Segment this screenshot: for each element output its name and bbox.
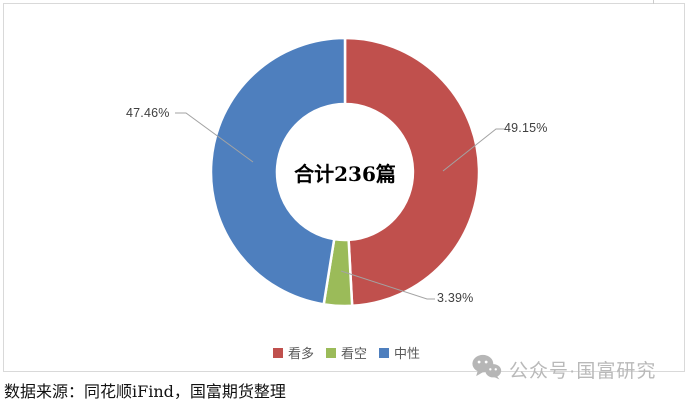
- legend-item-bullish: 看多: [272, 343, 314, 362]
- wechat-icon: [472, 354, 502, 385]
- leader-line-neutral: [175, 112, 254, 163]
- wechat-watermark: 公众号·国富研究: [472, 354, 656, 385]
- legend-label-bullish: 看多: [287, 346, 314, 361]
- data-label-bullish: 49.15%: [504, 121, 548, 135]
- legend-swatch-neutral: [379, 347, 389, 358]
- leader-lines: [175, 112, 504, 300]
- legend-swatch-bearish: [325, 347, 336, 358]
- legend-item-neutral: 中性: [379, 343, 420, 362]
- pie-slice-bullish: [343, 36, 481, 308]
- data-source-note: 数据来源：同花顺iFind，国富期货整理: [4, 382, 286, 401]
- data-label-neutral: 47.46%: [126, 106, 170, 120]
- legend-item-bearish: 看空: [325, 343, 367, 362]
- chart-legend: 看多 看空 中性: [0, 343, 693, 362]
- donut-slices: [209, 36, 481, 308]
- pie-slice-neutral: [209, 36, 347, 306]
- watermark-text: 公众号·国富研究: [509, 361, 657, 382]
- leader-line-bearish: [340, 270, 435, 300]
- data-label-bearish: 3.39%: [437, 291, 474, 305]
- leader-line-bullish: [442, 128, 504, 172]
- legend-label-neutral: 中性: [394, 346, 421, 361]
- legend-swatch-bullish: [272, 347, 283, 358]
- donut-center-label: 合计236篇: [294, 162, 396, 186]
- legend-label-bearish: 看空: [340, 346, 367, 361]
- frame-artifact-tick: [653, 0, 654, 4]
